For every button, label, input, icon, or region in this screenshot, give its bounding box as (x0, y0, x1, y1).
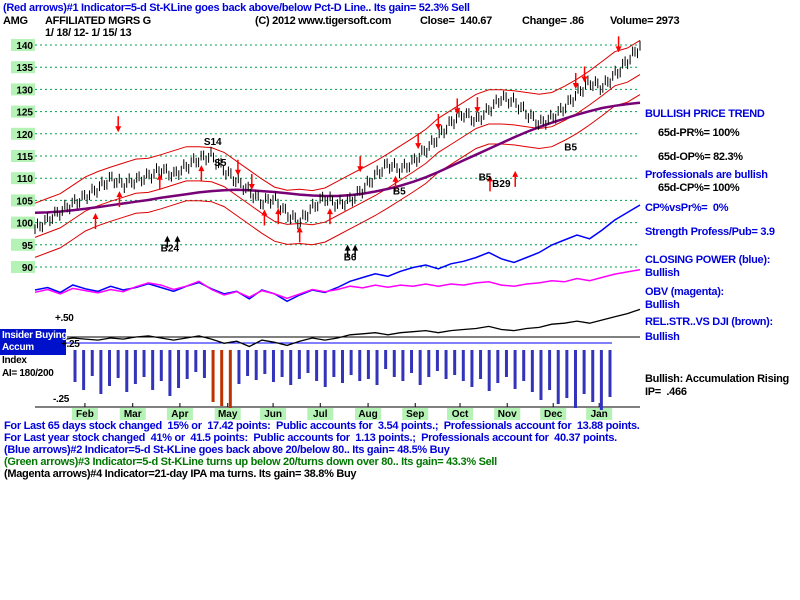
accum-label: Accum (2, 342, 34, 353)
ip-value: IP= .466 (645, 386, 687, 398)
copyright-notice: (C) 2012 www.tigersoft.com (255, 15, 392, 27)
op-percent: 65d-OP%= 82.3% (658, 151, 743, 163)
close-value: Close= 140.67 (420, 15, 492, 27)
ai-value: AI= 180/200 (2, 368, 54, 379)
insider-buying-label: Insider Buying (2, 330, 68, 341)
scale-minus-25: -.25 (53, 394, 70, 405)
security-name: AFFILIATED MGRS G (45, 15, 151, 27)
svg-text:Nov: Nov (498, 409, 517, 420)
svg-text:110: 110 (17, 174, 34, 185)
svg-text:S5: S5 (214, 158, 227, 169)
svg-text:Feb: Feb (76, 409, 94, 420)
legend-green-arrows: (Green arrows)#3 Indicator=5-d St-KLine … (4, 456, 497, 468)
svg-text:Aug: Aug (358, 409, 377, 420)
scale-plus-25: +.25 (61, 339, 80, 350)
indicator-legend-red: (Red arrows)#1 Indicator=5-d St-KLine go… (3, 2, 470, 14)
legend-blue-arrows: (Blue arrows)#2 Indicator=5-d St-KLine g… (4, 444, 450, 456)
strength-ratio: Strength Profess/Pub= 3.9 (645, 226, 775, 238)
svg-text:Jun: Jun (264, 409, 282, 420)
pr-percent: 65d-PR%= 100% (658, 127, 740, 139)
svg-text:S14: S14 (204, 137, 222, 148)
svg-text:95: 95 (22, 241, 34, 252)
svg-text:Sep: Sep (406, 409, 424, 420)
svg-text:B6: B6 (344, 252, 357, 263)
svg-text:Jan: Jan (591, 409, 608, 420)
cp-vs-pr: CP%vsPr%= 0% (645, 202, 729, 214)
closing-power-status: Bullish (645, 267, 680, 279)
svg-text:Jul: Jul (313, 409, 328, 420)
svg-text:Dec: Dec (544, 409, 563, 420)
stats-year: For Last year stock changed 41% or 41.5 … (4, 432, 617, 444)
professionals-bullish: Professionals are bullish (645, 169, 768, 181)
svg-text:B29: B29 (492, 179, 511, 190)
closing-power-header: CLOSING POWER (blue): (645, 254, 771, 266)
legend-magenta-arrows: (Magenta arrows)#4 Indicator=21-day IPA … (4, 468, 357, 480)
date-range: 1/ 18/ 12- 1/ 15/ 13 (45, 27, 132, 39)
svg-text:B5: B5 (393, 187, 406, 198)
insider-buying-box: Insider Buying Accum (0, 329, 68, 355)
svg-text:90: 90 (22, 263, 34, 274)
stats-65day: For Last 65 days stock changed 15% or 17… (4, 420, 640, 432)
svg-text:115: 115 (17, 152, 34, 163)
svg-text:140: 140 (16, 41, 33, 52)
svg-text:135: 135 (16, 63, 33, 74)
obv-status: Bullish (645, 299, 680, 311)
relstr-status: Bullish (645, 331, 680, 343)
volume-value: Volume= 2973 (610, 15, 680, 27)
svg-text:100: 100 (16, 219, 33, 230)
cp-percent: 65d-CP%= 100% (658, 182, 740, 194)
svg-text:105: 105 (16, 196, 33, 207)
obv-header: OBV (magenta): (645, 286, 724, 298)
relstr-header: REL.STR..VS DJI (brown): (645, 316, 773, 328)
accumulation-status: Bullish: Accumulation Rising (645, 373, 789, 385)
svg-text:B5: B5 (564, 143, 577, 154)
scale-plus-50: +.50 (55, 313, 74, 324)
svg-text:125: 125 (16, 108, 33, 119)
change-value: Change= .86 (522, 15, 584, 27)
bullish-price-trend-label: BULLISH PRICE TREND (645, 108, 765, 120)
index-label: Index (2, 355, 27, 366)
svg-text:130: 130 (16, 85, 33, 96)
svg-text:B24: B24 (161, 243, 180, 254)
svg-text:120: 120 (16, 130, 33, 141)
svg-text:B5: B5 (479, 172, 492, 183)
svg-text:Mar: Mar (124, 409, 142, 420)
ticker-symbol: AMG (3, 15, 28, 27)
svg-text:Oct: Oct (452, 409, 469, 420)
svg-text:Apr: Apr (171, 409, 188, 420)
svg-text:May: May (218, 409, 238, 420)
